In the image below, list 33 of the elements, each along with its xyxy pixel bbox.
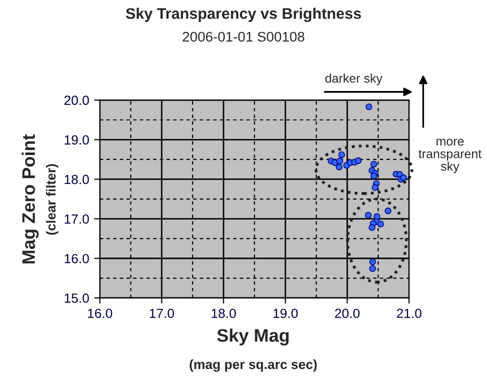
x-tick-label: 17.0 (150, 308, 174, 318)
point (336, 164, 343, 170)
y-tick-label: 18.0 (64, 174, 89, 184)
x-tick-label: 20.0 (335, 308, 360, 318)
y-axis-title: Mag Zero Point (clear filter) (22, 134, 58, 264)
x-axis-title: Sky Mag (mag per sq.arc sec) (190, 328, 317, 372)
point (370, 160, 378, 168)
y-tick-label: 15.0 (64, 294, 89, 303)
x-tick-label: 16.0 (88, 308, 112, 318)
point (338, 151, 346, 158)
y-tick-label: 19.0 (64, 135, 89, 145)
y-tick-label: 17.0 (64, 214, 89, 224)
point (368, 224, 376, 231)
point (377, 220, 384, 228)
point (366, 103, 372, 110)
point (400, 174, 407, 182)
point (372, 184, 378, 191)
point (369, 265, 376, 272)
point (370, 172, 378, 180)
point (336, 158, 344, 164)
point (384, 208, 392, 214)
text: more transparent sky (418, 138, 482, 174)
point (355, 157, 362, 164)
x-tick-label: 19.0 (274, 308, 298, 318)
chart-title: Sky Transparency vs Brightness (126, 8, 361, 22)
y-tick-label: 16.0 (64, 254, 89, 264)
text: darker sky (325, 74, 382, 86)
point (364, 212, 372, 219)
y-tick-label: 20.0 (64, 96, 89, 106)
chart-subtitle: 2006-01-01 S00108 (182, 32, 304, 42)
point (369, 258, 376, 266)
x-tick-label: 21.0 (396, 308, 422, 318)
x-tick-label: 18.0 (212, 308, 236, 318)
